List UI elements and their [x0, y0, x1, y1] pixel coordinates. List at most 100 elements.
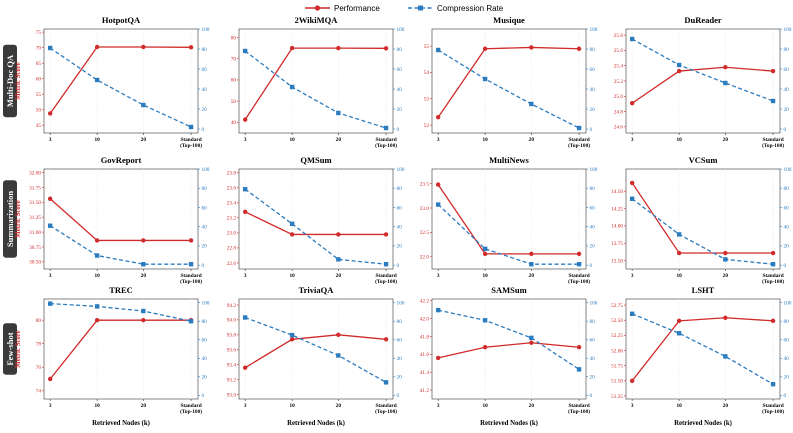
- performance-point: [94, 317, 100, 323]
- y-left-tick-label: 23.8: [227, 171, 237, 177]
- compression-point: [629, 196, 635, 202]
- performance-point: [336, 45, 341, 51]
- compression-point: [482, 76, 488, 82]
- compression-series: [47, 301, 194, 324]
- y-left-tick-label: 32.00: [29, 170, 41, 176]
- performance-point: [482, 46, 488, 51]
- panel-lsht: LSHT 51.25 51.50 51.75 52.00 52.25 52.50 52.75 0…: [611, 285, 792, 427]
- y-right-tick-label: 60: [397, 205, 403, 211]
- x-axis-label: Retrieved Nodes (k): [674, 420, 732, 427]
- compression-point: [242, 315, 248, 320]
- y-right-tick-label: 0: [590, 263, 593, 269]
- plot-frame: [625, 298, 781, 400]
- panel-title: GovReport: [101, 155, 142, 165]
- y-left-tick-label: 70: [36, 45, 42, 51]
- x-tick-label: 20: [141, 137, 147, 143]
- compression-series: [242, 48, 389, 131]
- x-tick-label: 3: [437, 137, 440, 143]
- x-tick-label: 3: [437, 273, 440, 279]
- compression-point: [435, 47, 441, 53]
- performance-line: [437, 184, 580, 255]
- compression-point: [94, 77, 100, 83]
- performance-point: [188, 45, 194, 50]
- performance-series: [242, 209, 389, 237]
- performance-point: [770, 250, 776, 256]
- y-right-tick-label: 100: [397, 167, 405, 173]
- y-left-tick-label: 25.8: [614, 33, 624, 39]
- y-left-tick-label: 51.75: [611, 363, 623, 369]
- y-right-tick-label: 40: [784, 356, 790, 362]
- performance-point: [676, 68, 682, 74]
- performance-series: [435, 45, 582, 120]
- compression-series: [47, 45, 194, 130]
- x-tick-label: 10: [482, 403, 488, 409]
- y-right-tick-label: 80: [784, 47, 790, 53]
- row-label-few-shot: Few-shot: [3, 323, 17, 375]
- performance-point: [529, 340, 534, 345]
- y-right-tick-label: 60: [784, 67, 790, 73]
- x-tick-label: 10: [94, 273, 100, 279]
- performance-point: [435, 115, 441, 120]
- x-tick-label: (Top-100): [568, 278, 590, 285]
- compression-series: [435, 202, 582, 267]
- y-right-tick-label: 80: [202, 186, 208, 192]
- y-left-tick-label: 75: [36, 30, 42, 36]
- panel-title: VCSum: [689, 155, 718, 165]
- y-left-tick-label: 13.75: [611, 241, 623, 247]
- compression-point: [676, 62, 682, 68]
- y-right-tick-label: 0: [202, 127, 205, 133]
- performance-point: [383, 232, 389, 237]
- panel-multinews: MultiNews 22.0 22.5 23.0 23.5 0 20 40 60 80 100 3 10…: [420, 155, 598, 285]
- y-left-tick-label: 31.50: [29, 200, 41, 206]
- y-left-tick-label: 14.00: [611, 224, 623, 230]
- y-right-tick-label: 0: [397, 263, 400, 269]
- performance-series: [47, 317, 194, 382]
- y-left-tick-label: 22.0: [420, 255, 430, 261]
- performance-series: [47, 196, 194, 243]
- compression-line: [244, 316, 387, 383]
- x-tick-label: 20: [723, 403, 729, 409]
- compression-line: [49, 47, 192, 128]
- performance-point: [188, 238, 194, 243]
- compression-series: [435, 307, 582, 372]
- y-left-tick-label: 22.8: [227, 246, 237, 252]
- y-left-tick-label: 93.2: [227, 377, 237, 383]
- y-right-tick-label: 80: [590, 186, 596, 192]
- y-right-tick-label: 80: [397, 319, 403, 325]
- x-tick-label: (Top-100): [762, 142, 784, 149]
- performance-point: [47, 111, 53, 116]
- x-axis-label: Retrieved Nodes (k): [287, 420, 345, 427]
- y-left-tick-label: 76: [36, 365, 42, 371]
- x-tick-label: 3: [631, 273, 634, 279]
- y-right-tick-label: 60: [784, 338, 790, 344]
- y-right-tick-label: 100: [590, 27, 598, 33]
- y-right-tick-label: 100: [202, 167, 210, 173]
- x-axis-label: Retrieved Nodes (k): [480, 420, 538, 427]
- performance-point: [141, 44, 146, 50]
- compression-line: [49, 225, 192, 265]
- compression-point: [188, 319, 194, 324]
- y-right-tick-label: 0: [784, 263, 787, 269]
- compression-point: [141, 102, 146, 108]
- y-left-tick-label: 52.00: [611, 348, 623, 354]
- plot-frame: [238, 298, 394, 400]
- y-left-tick-label: 52.25: [611, 333, 623, 339]
- compression-point: [629, 311, 635, 317]
- compression-line: [631, 198, 774, 265]
- compression-point: [576, 125, 582, 131]
- compression-point: [576, 367, 582, 372]
- row-label-text: Few-shot: [5, 332, 15, 365]
- y-right-tick-label: 20: [397, 107, 403, 113]
- x-tick-label: (Top-100): [375, 278, 397, 285]
- y-left-tick-label: 60: [36, 76, 42, 82]
- panel-musique: Musique 52 53 54 55 0 20 40 60 80 100 3 10 20 Standard…: [424, 15, 598, 149]
- y-left-tick-label: 23.0: [420, 206, 430, 212]
- performance-point: [723, 250, 728, 256]
- y-left-tick-label: 50: [231, 99, 237, 105]
- performance-line: [437, 46, 580, 118]
- performance-point: [94, 238, 100, 243]
- performance-point: [482, 345, 488, 350]
- compression-point: [676, 331, 682, 336]
- y-right-tick-label: 20: [202, 375, 208, 381]
